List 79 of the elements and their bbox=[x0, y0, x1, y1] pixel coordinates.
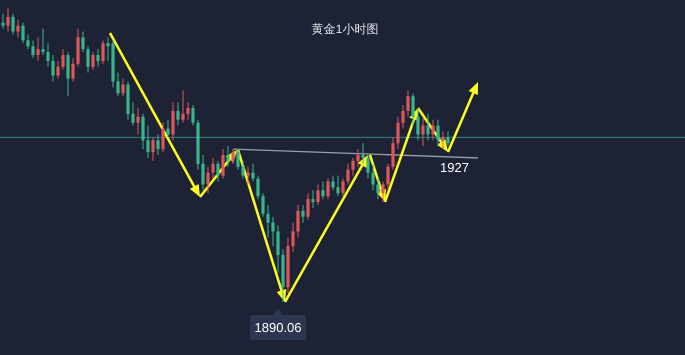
candlestick bbox=[186, 102, 190, 120]
candlestick bbox=[61, 48, 65, 70]
candlestick bbox=[351, 157, 355, 176]
candlestick bbox=[36, 36, 40, 62]
candlestick bbox=[381, 180, 385, 203]
candlestick bbox=[256, 175, 260, 200]
candlestick bbox=[56, 60, 60, 80]
candlestick bbox=[271, 216, 275, 247]
candlestick bbox=[291, 222, 295, 253]
candlestick bbox=[131, 102, 135, 126]
candlestick bbox=[121, 78, 125, 97]
candlestick bbox=[236, 148, 240, 170]
candlestick bbox=[261, 192, 265, 218]
candlestick bbox=[96, 48, 100, 68]
candlestick bbox=[341, 178, 345, 197]
candlestick bbox=[211, 157, 215, 180]
candlestick bbox=[66, 52, 70, 97]
candlestick bbox=[431, 119, 435, 141]
candlestick bbox=[91, 52, 95, 70]
annotation: 1927 bbox=[440, 160, 469, 175]
candlestick bbox=[426, 113, 430, 141]
candlestick bbox=[406, 90, 410, 118]
candlestick bbox=[71, 57, 75, 82]
candlestick bbox=[216, 160, 220, 182]
candlestick bbox=[276, 225, 280, 274]
candlestick bbox=[171, 102, 175, 141]
candlestick bbox=[306, 192, 310, 220]
candlestick bbox=[166, 119, 170, 138]
candlestick bbox=[16, 19, 20, 38]
candlestick bbox=[101, 40, 105, 64]
candlestick bbox=[371, 163, 375, 191]
candlestick bbox=[366, 154, 370, 180]
candlestick bbox=[1, 13, 5, 30]
candlestick bbox=[156, 134, 160, 156]
candlestick bbox=[266, 204, 270, 238]
candlestick bbox=[391, 136, 395, 170]
candlestick bbox=[416, 107, 420, 141]
candlestick bbox=[401, 104, 405, 130]
candlestick bbox=[51, 54, 55, 82]
candlestick bbox=[206, 166, 210, 194]
candlestick bbox=[396, 116, 400, 150]
candlestick bbox=[356, 148, 360, 168]
candlestick bbox=[176, 102, 180, 126]
candlestick bbox=[231, 148, 235, 164]
text: 黄金1小时图 bbox=[312, 22, 378, 36]
candlestick bbox=[146, 125, 150, 158]
candlestick bbox=[86, 46, 90, 74]
candlestick bbox=[116, 72, 120, 97]
candlestick bbox=[6, 8, 10, 32]
candlestick bbox=[11, 13, 15, 35]
candlestick bbox=[411, 92, 415, 126]
candlestick bbox=[246, 166, 250, 185]
candlestick bbox=[241, 160, 245, 180]
candlestick bbox=[161, 122, 165, 153]
candlestick bbox=[326, 178, 330, 200]
candlestick bbox=[46, 42, 50, 68]
candlestick bbox=[31, 40, 35, 58]
candlestick bbox=[151, 136, 155, 162]
candlestick bbox=[251, 163, 255, 182]
candlestick bbox=[441, 130, 445, 150]
candlestick bbox=[376, 178, 380, 200]
candlestick bbox=[311, 190, 315, 208]
candlestick bbox=[316, 184, 320, 206]
candlestick bbox=[346, 163, 350, 185]
candlestick bbox=[141, 113, 145, 150]
candlestick bbox=[361, 142, 365, 164]
candlestick bbox=[41, 28, 45, 56]
candlestick bbox=[296, 204, 300, 238]
candlestick bbox=[226, 146, 230, 168]
candlestick bbox=[436, 119, 440, 147]
candlestick bbox=[421, 116, 425, 147]
candlestick bbox=[191, 104, 195, 126]
candlestick bbox=[386, 163, 390, 191]
candlestick bbox=[221, 148, 225, 180]
candlestick bbox=[81, 31, 85, 53]
candlestick bbox=[21, 22, 25, 44]
candlestick bbox=[331, 175, 335, 191]
candlestick bbox=[201, 154, 205, 191]
annotation: 1890.06 bbox=[254, 320, 302, 335]
